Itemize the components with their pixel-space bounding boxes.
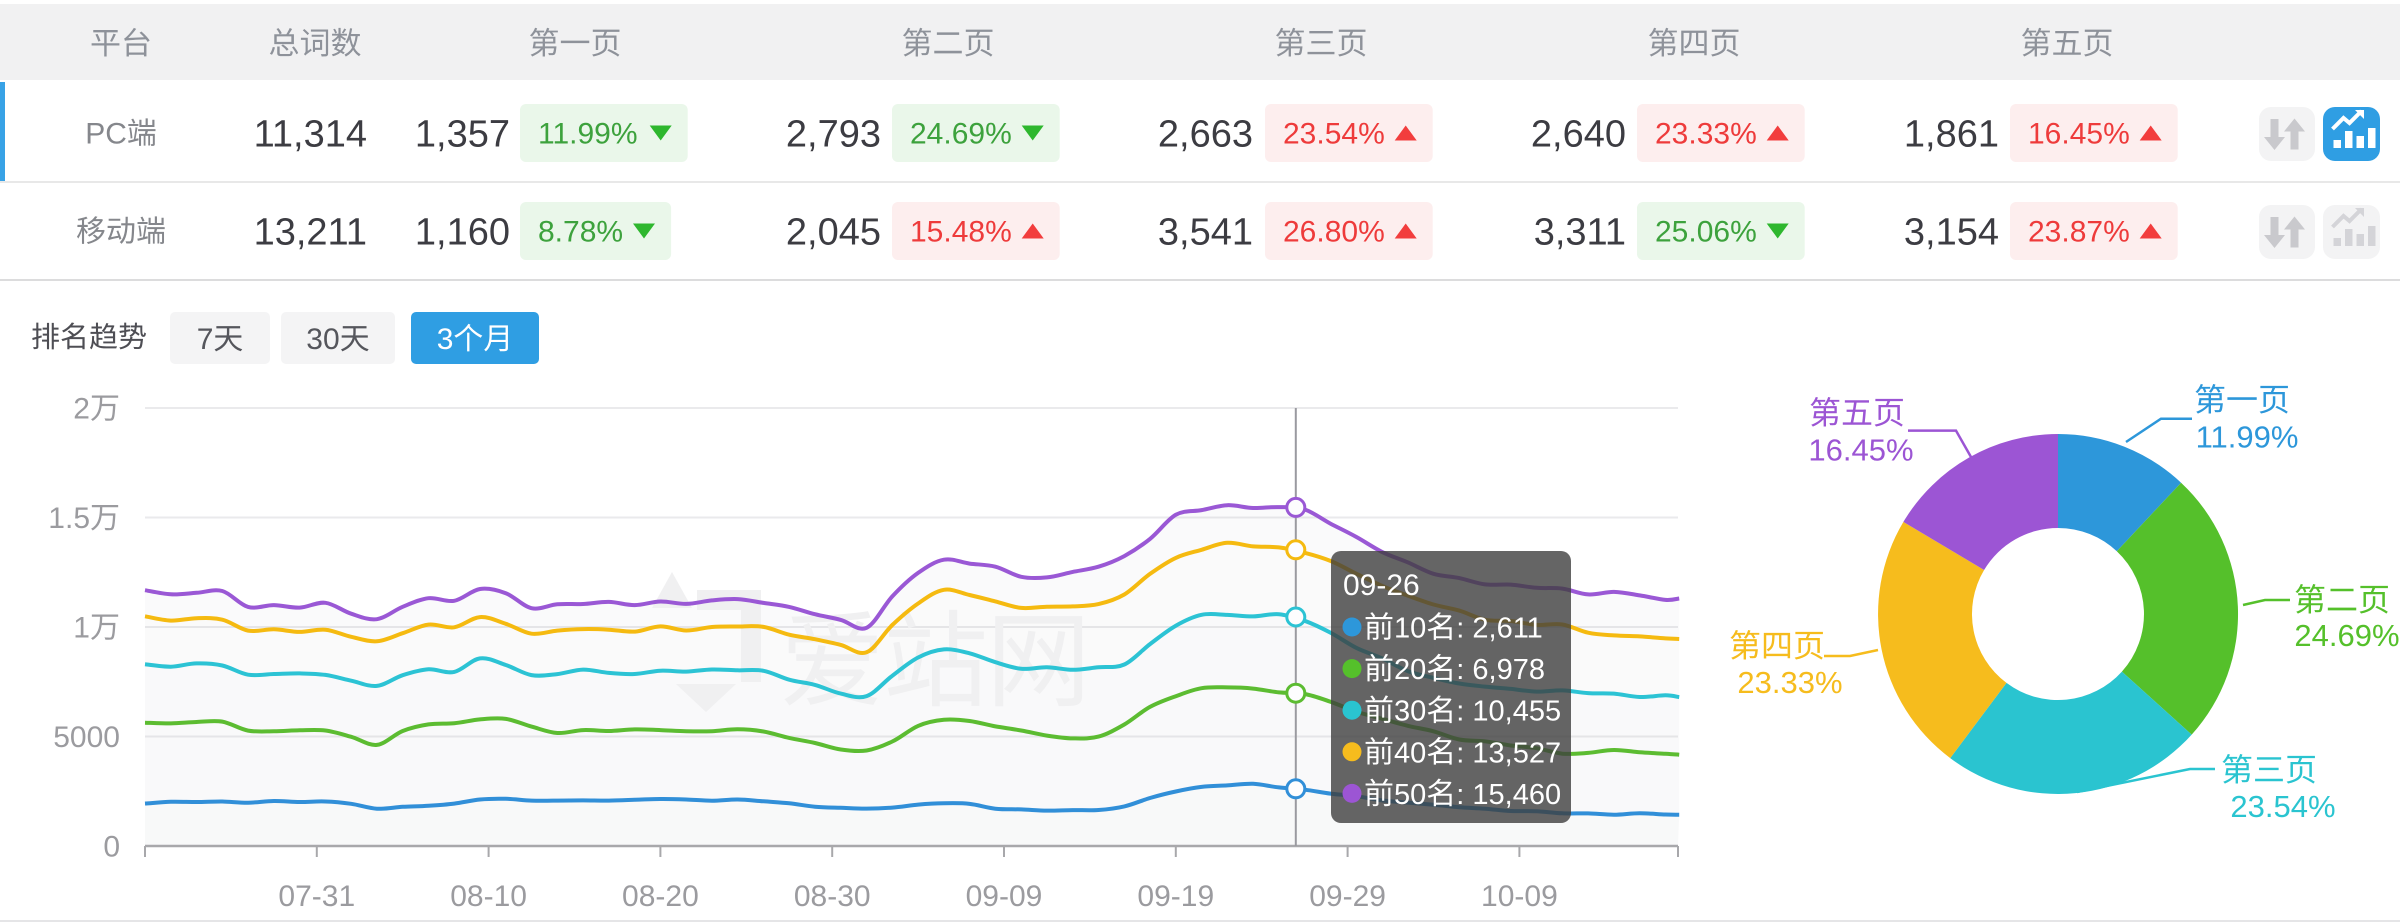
svg-text:25.06%: 25.06% [1655, 216, 1757, 249]
svg-text:1.5: 1.5 [48, 502, 90, 535]
svg-text:13,211: 13,211 [254, 212, 367, 254]
svg-text:23.54%: 23.54% [1283, 118, 1385, 151]
svg-text:10-09: 10-09 [1481, 880, 1558, 913]
svg-text:23.54%: 23.54% [2230, 789, 2335, 824]
svg-text:09-26: 09-26 [1343, 569, 1420, 602]
svg-text:10,455: 10,455 [1472, 696, 1561, 728]
svg-text::: : [1456, 654, 1464, 686]
svg-text:23.87%: 23.87% [2028, 216, 2130, 249]
svg-text:7: 7 [197, 323, 214, 356]
svg-text:3,311: 3,311 [1534, 212, 1626, 254]
svg-text:09-29: 09-29 [1309, 880, 1386, 913]
svg-text:08-30: 08-30 [794, 880, 871, 913]
svg-text:20: 20 [1394, 654, 1426, 686]
svg-text:09-19: 09-19 [1137, 880, 1214, 913]
svg-text:2,640: 2,640 [1531, 114, 1626, 156]
svg-text:08-20: 08-20 [622, 880, 699, 913]
svg-text:0: 0 [103, 831, 120, 864]
svg-text:50: 50 [1394, 779, 1426, 811]
svg-text:15,460: 15,460 [1472, 779, 1561, 811]
svg-text:23.33%: 23.33% [1737, 665, 1842, 700]
svg-text::: : [1456, 779, 1464, 811]
svg-text:24.69%: 24.69% [2294, 618, 2399, 653]
svg-text:3,541: 3,541 [1158, 212, 1253, 254]
svg-text:24.69%: 24.69% [910, 118, 1012, 151]
svg-text:40: 40 [1394, 737, 1426, 769]
svg-text:07-31: 07-31 [278, 880, 355, 913]
svg-text:5000: 5000 [53, 721, 120, 754]
svg-text:09-09: 09-09 [966, 880, 1043, 913]
svg-text:10: 10 [1394, 613, 1426, 645]
svg-text:16.45%: 16.45% [1808, 433, 1913, 468]
svg-text:3,154: 3,154 [1904, 212, 1999, 254]
svg-text:1,357: 1,357 [415, 114, 510, 156]
svg-text:2,045: 2,045 [786, 212, 881, 254]
svg-text:8.78%: 8.78% [538, 216, 623, 249]
svg-text:11.99%: 11.99% [2196, 420, 2299, 455]
svg-text::: : [1456, 696, 1464, 728]
svg-text:1,861: 1,861 [1904, 114, 1999, 156]
svg-text:26.80%: 26.80% [1283, 216, 1385, 249]
svg-text:3: 3 [437, 323, 454, 356]
svg-text:15.48%: 15.48% [910, 216, 1012, 249]
svg-text:08-10: 08-10 [450, 880, 527, 913]
svg-text:PC: PC [85, 118, 127, 151]
svg-text:2: 2 [73, 393, 90, 426]
svg-text:11,314: 11,314 [254, 114, 367, 156]
svg-text:30: 30 [306, 323, 339, 356]
svg-text:1: 1 [73, 612, 90, 645]
svg-text::: : [1456, 613, 1464, 645]
svg-text:23.33%: 23.33% [1655, 118, 1757, 151]
svg-text:2,793: 2,793 [786, 114, 881, 156]
svg-text::: : [1456, 737, 1464, 769]
svg-text:11.99%: 11.99% [538, 118, 638, 151]
svg-text:2,663: 2,663 [1158, 114, 1253, 156]
svg-text:2,611: 2,611 [1472, 613, 1542, 645]
svg-text:30: 30 [1394, 696, 1426, 728]
svg-text:16.45%: 16.45% [2028, 118, 2130, 151]
svg-text:13,527: 13,527 [1472, 737, 1561, 769]
svg-text:6,978: 6,978 [1472, 654, 1545, 686]
svg-text:1,160: 1,160 [415, 212, 510, 254]
